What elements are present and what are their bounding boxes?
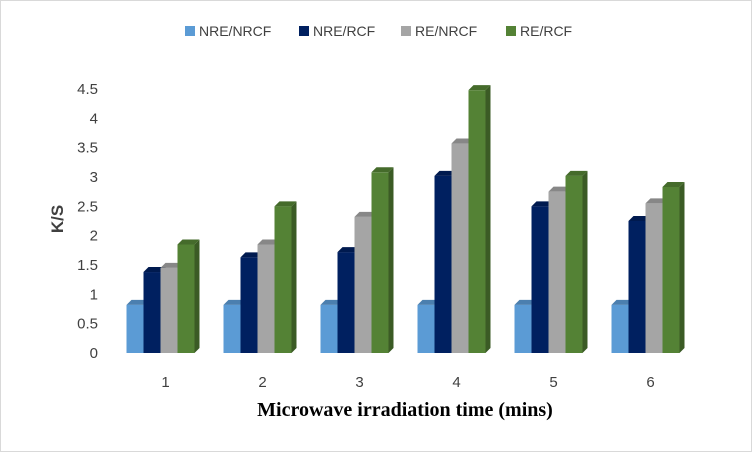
legend-swatch [506, 26, 516, 36]
x-tick-label: 2 [258, 374, 266, 391]
legend-label: RE/NRCF [415, 23, 477, 39]
y-tick-label: 3.5 [77, 140, 98, 157]
y-tick-label: 1 [90, 286, 98, 303]
y-axis-label: K/S [48, 205, 67, 233]
legend-item: RE/NRCF [401, 23, 477, 39]
y-tick-label: 0 [90, 345, 98, 362]
legend-label: NRE/RCF [313, 23, 375, 39]
x-tick-label: 1 [161, 374, 169, 391]
y-tick-label: 0.5 [77, 316, 98, 333]
legend-item: RE/RCF [506, 23, 572, 39]
legend-label: NRE/NRCF [199, 23, 271, 39]
bar [371, 167, 394, 353]
x-tick-label: 6 [646, 374, 654, 391]
y-tick-label: 2.5 [77, 198, 98, 215]
legend-swatch [401, 26, 411, 36]
x-tick-label: 5 [549, 374, 557, 391]
legend-swatch [185, 26, 195, 36]
bar [177, 239, 200, 353]
y-tick-label: 2 [90, 228, 98, 245]
bars [126, 85, 685, 353]
x-axis-ticks: 1 2 3 4 5 6 [161, 374, 654, 391]
legend-item: NRE/NRCF [185, 23, 271, 39]
legend-label: RE/RCF [520, 23, 572, 39]
bar [662, 181, 685, 353]
x-tick-label: 4 [452, 374, 460, 391]
x-tick-label: 3 [355, 374, 363, 391]
x-axis-label: Microwave irradiation time (mins) [257, 399, 553, 421]
y-axis-ticks: 0 0.5 1 1.5 2 2.5 3 3.5 4 4.5 [77, 81, 98, 362]
y-tick-label: 4 [90, 110, 98, 127]
bar [274, 201, 297, 353]
y-tick-label: 4.5 [77, 81, 98, 98]
bar [565, 170, 588, 353]
legend-item: NRE/RCF [299, 23, 375, 39]
legend-swatch [299, 26, 309, 36]
bar [468, 85, 491, 353]
y-tick-label: 1.5 [77, 257, 98, 274]
y-tick-label: 3 [90, 169, 98, 186]
legend: NRE/NRCF NRE/RCF RE/NRCF RE/RCF [185, 23, 572, 39]
